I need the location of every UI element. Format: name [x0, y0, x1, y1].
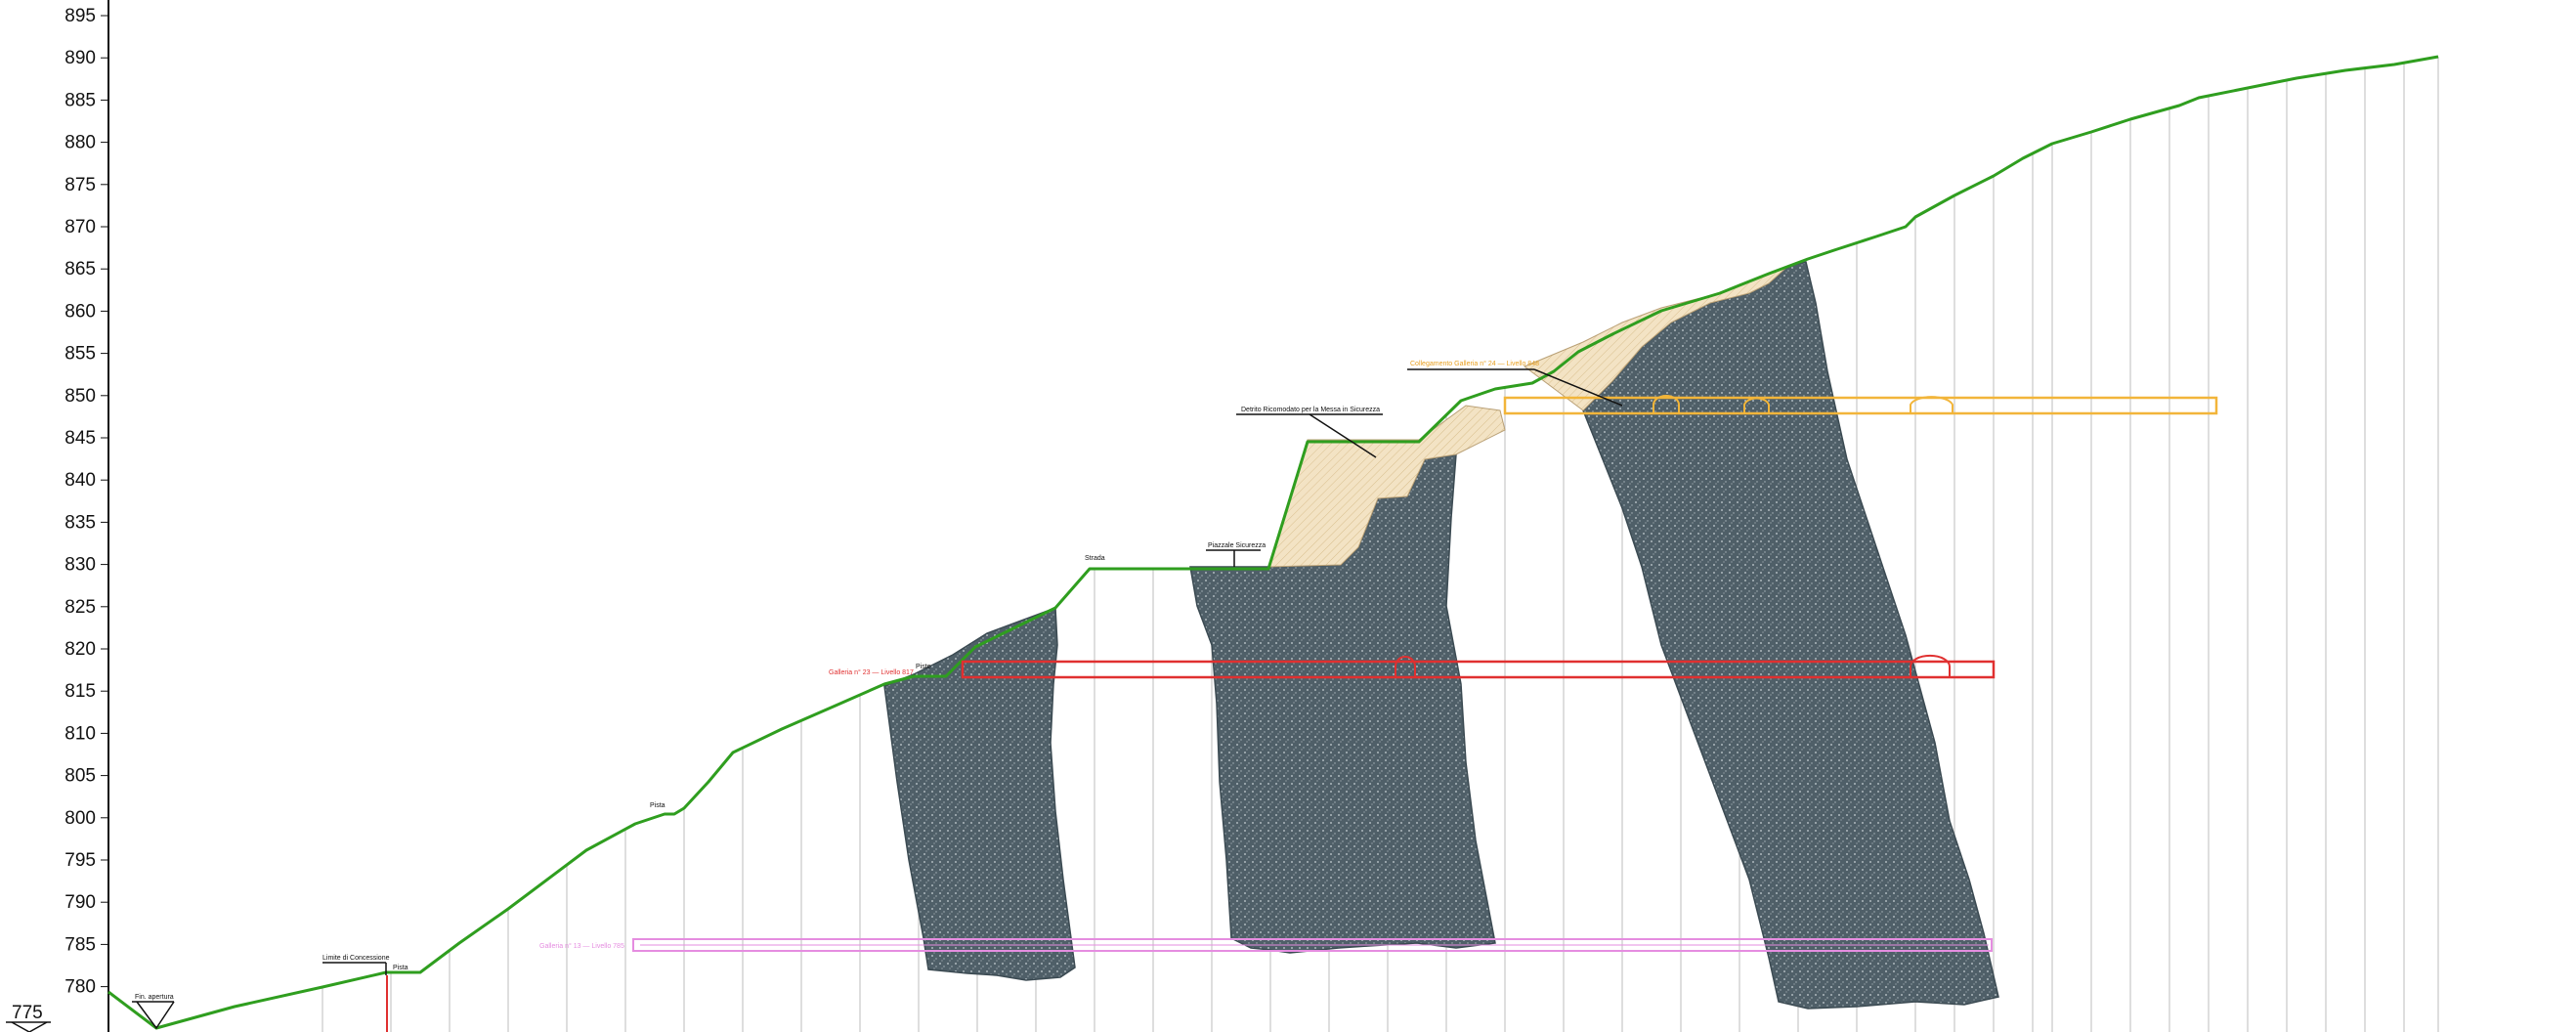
gallery-magenta-label: Galleria n° 13 — Livello 785	[539, 942, 624, 950]
gutter-label: Fin. apertura	[135, 994, 174, 1001]
y-tick-label: 805	[64, 766, 96, 787]
y-tick-label: 840	[64, 470, 96, 491]
gallery-magenta	[632, 938, 1993, 952]
y-tick-label: 895	[64, 6, 96, 26]
gallery-yellow	[1503, 396, 2218, 415]
road-label: Strada	[1085, 555, 1105, 562]
gutter-triangle	[136, 1001, 175, 1030]
gallery-yellow-arch-1	[1653, 395, 1680, 413]
y-tick-label: 855	[64, 344, 96, 365]
y-tick-label: 790	[64, 892, 96, 913]
y-tick-label: 835	[64, 512, 96, 533]
safety-square-label: Piazzale Sicurezza	[1208, 542, 1266, 549]
y-tick-label: 890	[64, 48, 96, 68]
gallery-yellow-label: Collegamento Galleria n° 24 — Livello 84…	[1410, 360, 1539, 367]
track-label-2: Pista	[393, 965, 408, 971]
gallery-red	[961, 660, 1996, 679]
spoil-note-label: Detrito Ricomodato per la Messa in Sicur…	[1241, 407, 1380, 413]
terrain-profile-line	[107, 55, 2439, 1030]
y-tick-label: 825	[64, 597, 96, 618]
gallery-yellow-arch-2	[1743, 397, 1770, 413]
y-tick-label: 830	[64, 555, 96, 576]
y-tick-label: 800	[64, 808, 96, 829]
y-axis-ticks: 895 890 885 880 875 870 865 860 855 850 845 840 835 8…	[64, 6, 108, 998]
track-label-red: Piste	[916, 664, 931, 670]
datum-triangle	[11, 1021, 48, 1032]
gallery-red-arch-2	[1910, 654, 1951, 677]
y-tick-label: 845	[64, 428, 96, 449]
y-tick-label: 885	[64, 90, 96, 110]
y-tick-label: 880	[64, 133, 96, 153]
rock-mass-3	[1582, 261, 1999, 1010]
y-tick-label: 850	[64, 386, 96, 407]
y-tick-label: 860	[64, 301, 96, 322]
concession-limit-label: Limite di Concessione	[322, 955, 390, 962]
gallery-yellow-leader	[1533, 368, 1623, 407]
rock-mass-1	[883, 606, 1076, 981]
y-tick-label: 795	[64, 850, 96, 871]
y-tick-label: 875	[64, 175, 96, 195]
y-tick-label: 870	[64, 217, 96, 237]
gallery-red-arch-1	[1395, 656, 1416, 677]
y-tick-label: 810	[64, 723, 96, 744]
y-tick-label: 780	[64, 977, 96, 998]
datum-label: 775	[12, 1003, 43, 1023]
y-tick-label: 820	[64, 639, 96, 660]
gallery-yellow-arch-3	[1910, 396, 1953, 413]
spoil-note-leader	[1309, 413, 1377, 458]
y-tick-label: 785	[64, 934, 96, 955]
track-label-1: Pista	[650, 802, 665, 809]
y-tick-label: 865	[64, 259, 96, 280]
gallery-red-label: Galleria n° 23 — Livello 817	[829, 668, 914, 676]
y-tick-label: 815	[64, 681, 96, 702]
